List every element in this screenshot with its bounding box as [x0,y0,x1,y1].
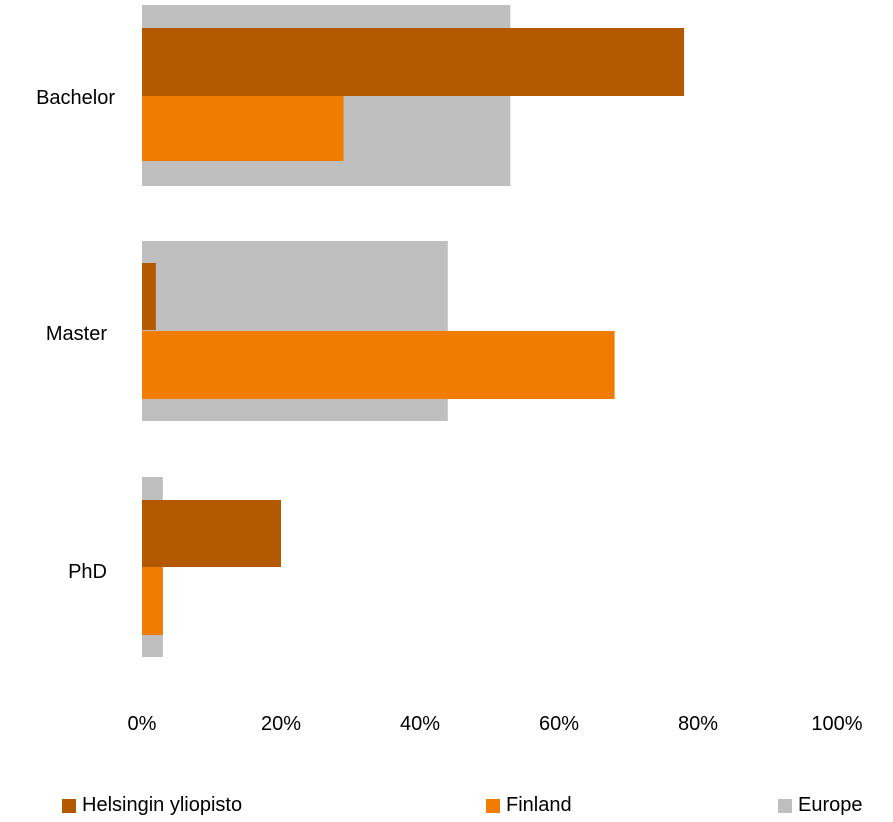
legend: Helsingin yliopisto Finland Europe [0,794,893,822]
finland-bars [142,96,615,635]
category-label-phd: PhD [68,561,107,583]
category-label-master: Master [46,323,107,345]
legend-item-europe: Europe [778,794,863,817]
x-tick-0: 0% [128,713,157,735]
bar-helsingin-yliopisto-bachelor [142,28,685,96]
helsingin-yliopisto-bars [142,28,685,567]
x-tick-80: 80% [678,713,718,735]
legend-swatch-europe [778,798,792,813]
category-label-bachelor: Bachelor [36,87,115,109]
bar-finland-master [142,331,615,399]
legend-swatch-finland [486,798,500,813]
bar-chart: Bachelor Master PhD 0% 20% 40% 60% 80% 1… [36,5,863,735]
legend-label: Europe [798,794,863,816]
legend-item-helsingin-yliopisto: Helsingin yliopisto [62,794,242,817]
bar-finland-phd [142,567,163,635]
x-tick-100: 100% [811,713,862,735]
bar-helsingin-yliopisto-phd [142,500,281,567]
legend-swatch-helsingin-yliopisto [62,798,76,813]
legend-label: Finland [506,794,572,816]
x-tick-60: 60% [539,713,579,735]
legend-label: Helsingin yliopisto [82,794,243,816]
x-tick-20: 20% [261,713,301,735]
x-tick-40: 40% [400,713,440,735]
legend-item-finland: Finland [486,794,572,817]
bar-finland-bachelor [142,96,344,161]
bar-helsingin-yliopisto-master [142,263,156,330]
